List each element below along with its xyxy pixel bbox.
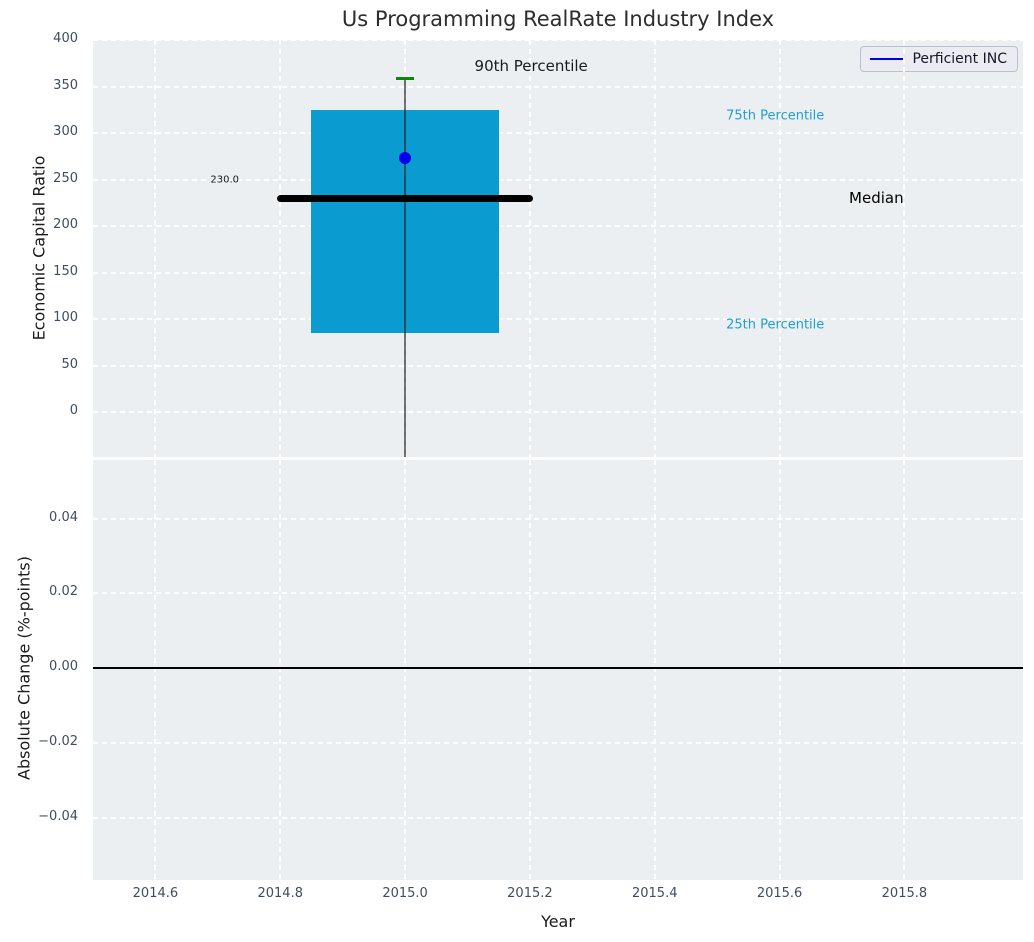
y-tick-label: 0 <box>69 403 78 419</box>
grid-line-v <box>778 460 781 880</box>
grid-line-h <box>93 40 1023 41</box>
grid-line-h <box>93 517 1023 520</box>
grid-line-v <box>279 40 282 457</box>
grid-line-h <box>93 364 1023 367</box>
bottom-axes-absolute-change <box>93 460 1023 880</box>
grid-line-v <box>528 40 531 457</box>
annotation-p75-label: 75th Percentile <box>726 108 825 124</box>
y-axis-label-bottom: Absolute Change (%-points) <box>14 556 34 780</box>
annotation-median-value: 230.0 <box>210 174 240 186</box>
y-tick-label: 150 <box>53 263 78 279</box>
grid-line-v <box>154 40 157 457</box>
company-marker <box>399 152 412 165</box>
grid-line-h <box>93 741 1023 744</box>
grid-line-v <box>653 460 656 880</box>
grid-line-h <box>93 225 1023 228</box>
grid-line-v <box>653 40 656 457</box>
top-axes-economic-capital-ratio: Perficient INC 90th Percentile 75th Perce… <box>93 40 1023 457</box>
x-tick-label: 2015.2 <box>507 886 553 901</box>
annotation-p25-label: 25th Percentile <box>726 317 825 333</box>
chart-title: Us Programming RealRate Industry Index <box>341 7 775 31</box>
y-axis-label-top: Economic Capital Ratio <box>29 155 49 341</box>
annotation-p90-label: 90th Percentile <box>474 57 588 76</box>
grid-line-v <box>903 460 906 880</box>
grid-line-h <box>93 178 1023 181</box>
y-tick-label: 0.02 <box>49 584 78 600</box>
x-tick-label: 2015.8 <box>881 886 928 901</box>
y-tick-label: 300 <box>53 124 78 140</box>
x-axis-label: Year <box>541 912 575 931</box>
y-tick-label: 100 <box>53 310 78 326</box>
grid-line-v <box>404 460 407 880</box>
x-tick-label: 2015.0 <box>382 886 428 901</box>
grid-line-v <box>778 40 781 457</box>
zero-line <box>93 667 1023 670</box>
grid-line-h <box>93 816 1023 819</box>
grid-line-v <box>903 40 906 457</box>
y-tick-label: −0.04 <box>38 808 78 824</box>
y-tick-label: 200 <box>53 217 78 233</box>
grid-line-v <box>528 460 531 880</box>
x-tick-label: 2014.6 <box>132 886 179 901</box>
annotation-median-label: Median <box>849 189 904 208</box>
grid-line-h <box>93 592 1023 595</box>
x-tick-label: 2015.4 <box>631 886 678 901</box>
y-tick-label: 0.04 <box>49 509 78 525</box>
grid-line-h <box>93 318 1023 321</box>
y-tick-label: 0.00 <box>49 659 78 675</box>
grid-line-v <box>154 460 157 880</box>
grid-line-h <box>93 411 1023 414</box>
y-tick-label: 250 <box>53 170 78 186</box>
grid-line-v <box>279 460 282 880</box>
whisker-stem <box>404 78 406 457</box>
median-line <box>277 194 534 202</box>
grid-line-h <box>93 85 1023 88</box>
y-tick-label: 350 <box>53 77 78 93</box>
legend: Perficient INC <box>860 46 1018 72</box>
grid-line-h <box>93 132 1023 135</box>
legend-label: Perficient INC <box>912 51 1007 67</box>
x-tick-label: 2015.6 <box>756 886 803 901</box>
x-tick-label: 2014.8 <box>257 886 303 901</box>
legend-line-icon <box>870 58 904 60</box>
y-tick-label: 50 <box>61 356 78 372</box>
grid-line-h <box>93 271 1023 274</box>
y-tick-label: 400 <box>53 31 78 46</box>
p90-cap <box>395 76 415 80</box>
y-tick-label: −0.02 <box>38 733 78 749</box>
